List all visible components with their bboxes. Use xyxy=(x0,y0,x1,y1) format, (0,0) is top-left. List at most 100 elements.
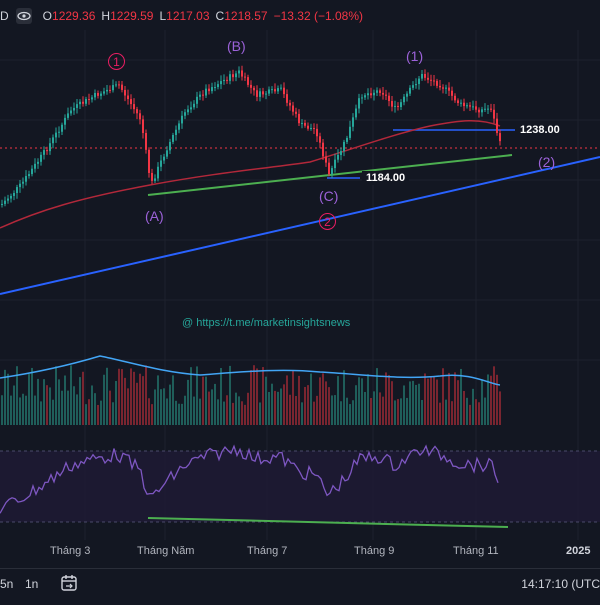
candle-body xyxy=(406,93,408,97)
candle-body xyxy=(262,91,264,95)
volume-bar xyxy=(100,400,102,425)
symbol-label[interactable]: D xyxy=(0,9,9,23)
volume-bar xyxy=(406,397,408,425)
candle-body xyxy=(7,198,9,201)
volume-bar xyxy=(181,403,183,425)
volume-bar xyxy=(130,368,132,425)
x-axis-label-mar: Tháng 3 xyxy=(50,545,91,557)
volume-bar xyxy=(313,401,315,425)
candle-body xyxy=(439,85,441,88)
volume-bar xyxy=(400,398,402,425)
volume-bar xyxy=(307,385,309,425)
volume-bar xyxy=(349,404,351,425)
wave-label-1-paren[interactable]: (1) xyxy=(406,48,424,64)
wave-label-a[interactable]: (A) xyxy=(145,208,164,224)
volume-bar xyxy=(283,384,285,425)
volume-bar xyxy=(166,398,168,425)
volume-bar xyxy=(160,389,162,425)
x-axis-label-may: Tháng Năm xyxy=(137,545,195,557)
volume-bar xyxy=(385,372,387,425)
volume-bar xyxy=(415,384,417,425)
high-value: 1229.59 xyxy=(110,9,154,23)
wave-label-b[interactable]: (B) xyxy=(227,38,246,54)
volume-bar xyxy=(139,373,141,425)
green-trendline[interactable] xyxy=(147,154,513,196)
candle-body xyxy=(421,73,423,79)
candle-body xyxy=(430,79,432,81)
volume-bar xyxy=(454,372,456,425)
volume-bar xyxy=(109,390,111,425)
volume-bar xyxy=(238,396,240,425)
volume-bar xyxy=(61,390,63,425)
candle-body xyxy=(142,119,144,134)
volume-bar xyxy=(241,401,243,425)
rsi-line xyxy=(0,444,499,514)
volume-bar xyxy=(73,386,75,425)
eye-icon[interactable] xyxy=(15,7,33,25)
volume-bar xyxy=(196,366,198,425)
candle-body xyxy=(121,84,123,90)
candle-body xyxy=(178,123,180,130)
wave-label-2-circle[interactable]: 2 xyxy=(319,213,336,230)
wave-label-c[interactable]: (C) xyxy=(319,188,339,204)
volume-bar xyxy=(202,376,204,425)
candle-body xyxy=(127,95,129,100)
candle-body xyxy=(457,100,459,104)
calendar-icon[interactable] xyxy=(60,574,78,592)
clock-readout[interactable]: 14:17:10 (UTC xyxy=(521,577,600,591)
volume-bar xyxy=(34,395,36,425)
candle-body xyxy=(409,87,411,94)
high-label: H xyxy=(101,9,111,23)
timeframe-5n-button[interactable]: 5n xyxy=(0,577,14,591)
volume-bar xyxy=(274,390,276,425)
candle-body xyxy=(115,84,117,86)
volume-bar xyxy=(460,368,462,425)
volume-bar xyxy=(442,368,444,425)
wave-label-2-paren[interactable]: (2) xyxy=(538,154,556,170)
candle-body xyxy=(58,131,60,133)
volume-bar xyxy=(136,382,138,425)
volume-bar xyxy=(259,402,261,425)
volume-bar xyxy=(325,381,327,425)
candle-body xyxy=(307,125,309,129)
low-label: L xyxy=(159,9,167,23)
candle-body xyxy=(82,101,84,104)
volume-bar xyxy=(70,365,72,425)
volume-bar xyxy=(82,371,84,425)
candle-body xyxy=(358,98,360,109)
watermark-link[interactable]: @ https://t.me/marketinsightsnews xyxy=(182,317,351,329)
candle-body xyxy=(226,79,228,81)
candle-body xyxy=(76,104,78,108)
candle-body xyxy=(112,85,114,91)
candle-body xyxy=(364,95,366,98)
volume-bar xyxy=(379,392,381,425)
candle-body xyxy=(313,127,315,129)
candle-body xyxy=(16,187,18,194)
timeframe-1n-button[interactable]: 1n xyxy=(25,577,39,591)
candle-body xyxy=(319,136,321,143)
volume-bar xyxy=(247,392,249,425)
wave-label-1-circle[interactable]: 1 xyxy=(108,53,125,70)
candle-body xyxy=(400,102,402,108)
candle-body xyxy=(46,150,48,152)
rsi-green-trendline[interactable] xyxy=(147,517,509,528)
candle-body xyxy=(160,160,162,167)
volume-bar xyxy=(475,399,477,425)
candle-body xyxy=(139,113,141,120)
candle-body xyxy=(478,109,480,113)
candle-body xyxy=(55,132,57,138)
candle-body xyxy=(268,89,270,94)
blue-trendline[interactable] xyxy=(0,156,600,295)
candle-body xyxy=(415,84,417,86)
volume-bar xyxy=(328,387,330,425)
candle-body xyxy=(97,92,99,96)
candle-body xyxy=(280,87,282,89)
candle-body xyxy=(61,124,63,132)
volume-bar xyxy=(220,368,222,425)
volume-bar xyxy=(55,366,57,425)
candle-body xyxy=(454,95,456,101)
volume-bar xyxy=(310,373,312,425)
close-value: 1218.57 xyxy=(224,9,268,23)
